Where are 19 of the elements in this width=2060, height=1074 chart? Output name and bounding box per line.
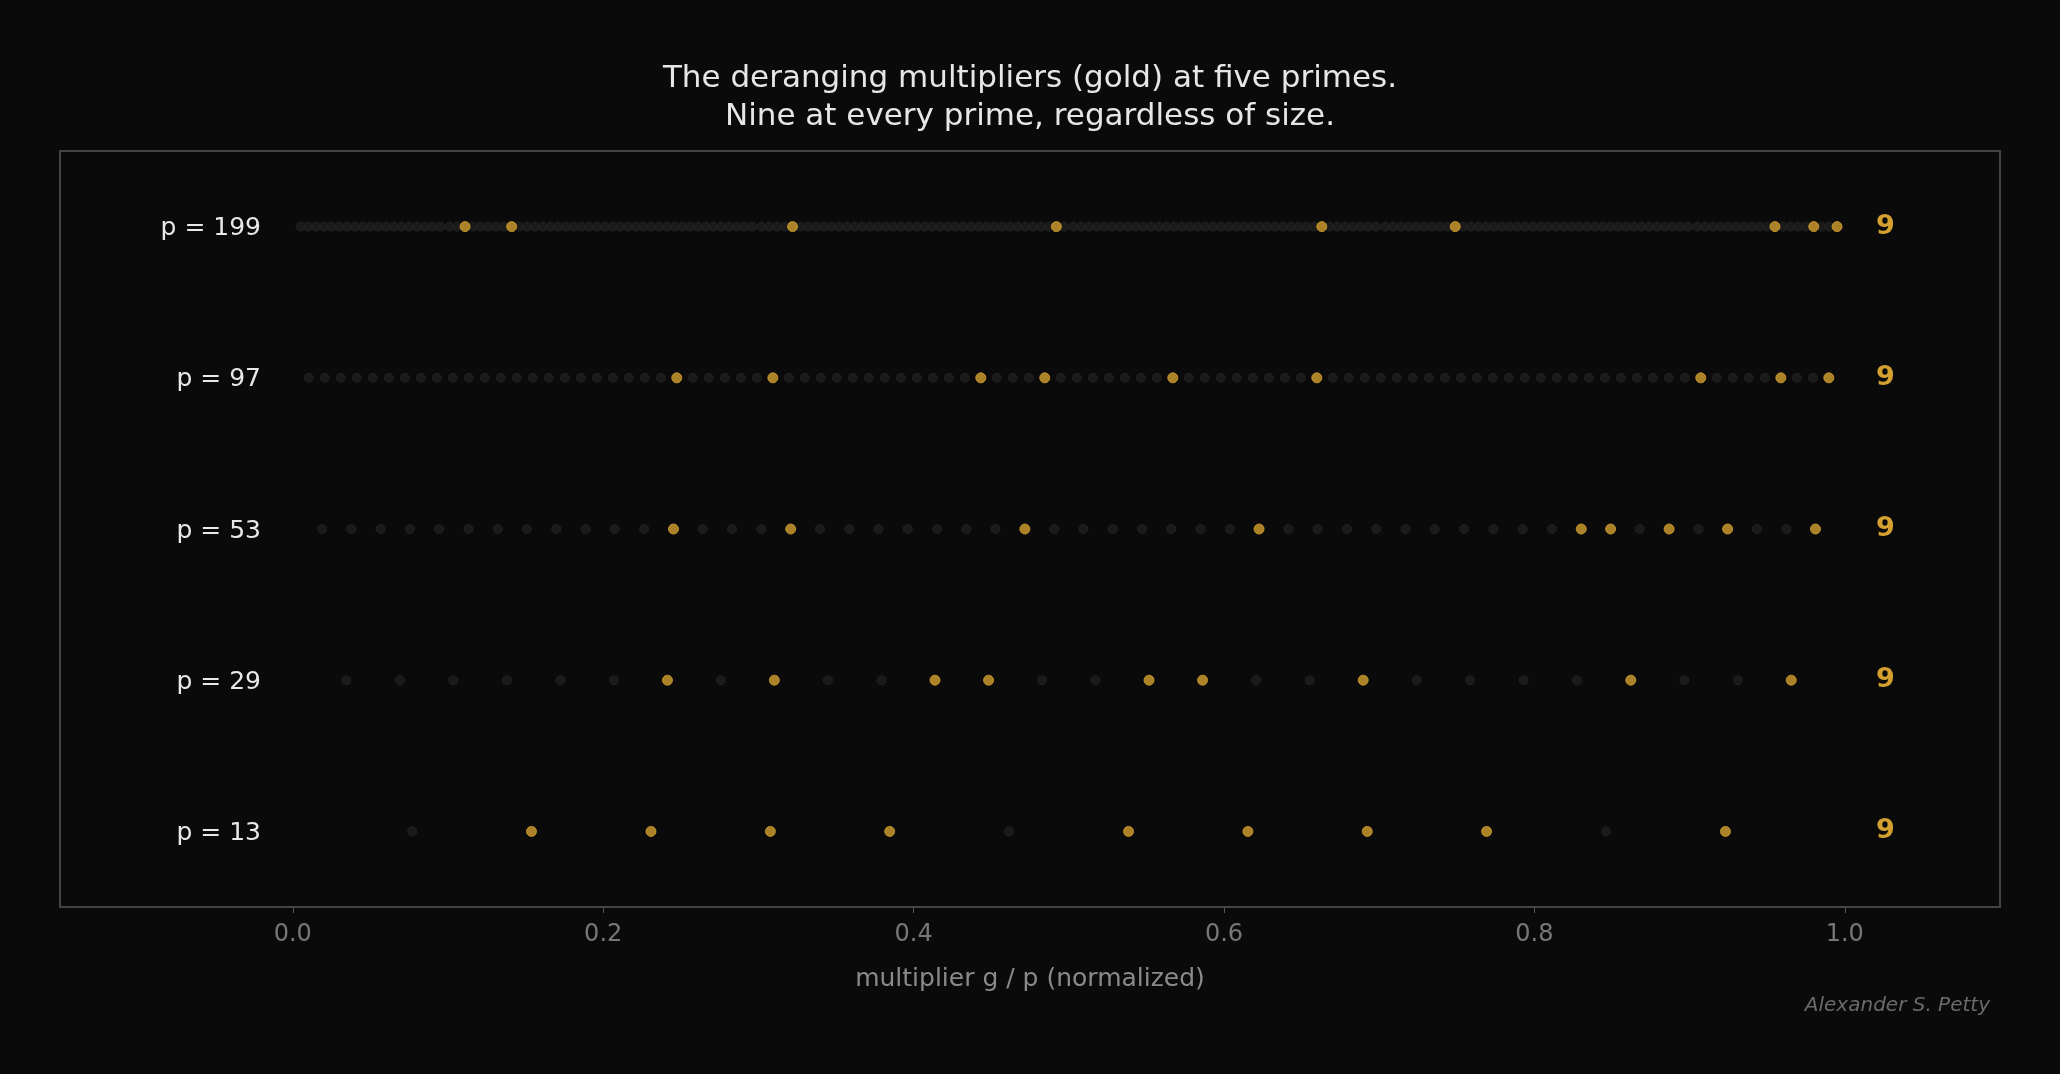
x-tick-label: 0.4 — [894, 919, 933, 947]
annotation: 9 — [1876, 208, 1895, 240]
x-tick-label: 0.0 — [273, 919, 312, 947]
annotation: 9 — [1876, 359, 1895, 391]
y-tick-label: p = 53 — [176, 514, 261, 544]
x-tick-label: 0.8 — [1515, 919, 1554, 947]
y-tick-label: p = 97 — [176, 363, 261, 393]
x-axis-title: multiplier g / p (normalized) — [855, 963, 1205, 992]
x-tick-label: 0.6 — [1204, 919, 1244, 947]
text: Alexander S. Petty — [1802, 992, 1992, 1016]
y-tick-label: p = 29 — [176, 665, 261, 695]
annotation: 9 — [1876, 813, 1895, 845]
y-tick-label: p = 199 — [160, 212, 261, 242]
x-tick-label: 0.2 — [584, 919, 623, 947]
annotation: 9 — [1876, 662, 1895, 694]
chart-title: The deranging multipliers (gold) at five primes. Nine at every prime, regardless of size. — [661, 58, 1398, 132]
annotation: 9 — [1876, 511, 1895, 542]
y-tick-label: p = 13 — [176, 816, 261, 846]
x-tick-label: 1.0 — [1825, 919, 1864, 947]
